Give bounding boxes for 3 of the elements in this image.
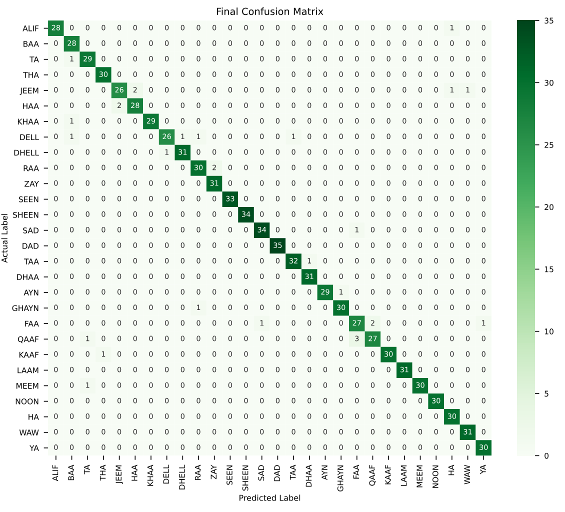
y-axis-title: Actual Label	[1, 214, 8, 263]
chart-title: Final Confusion Matrix	[216, 8, 324, 16]
x-axis-title: Predicted Label	[240, 494, 300, 501]
